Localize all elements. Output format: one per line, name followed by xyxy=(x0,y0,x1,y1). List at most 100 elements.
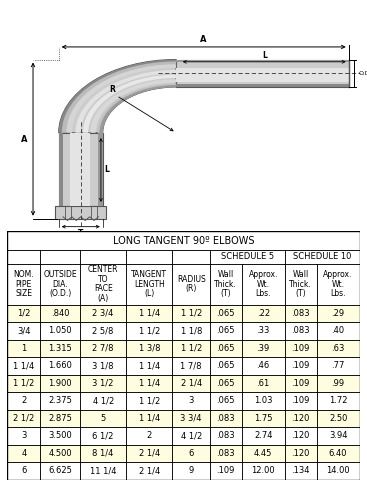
Bar xyxy=(316,410,360,427)
Bar xyxy=(40,375,80,392)
Bar xyxy=(40,322,80,340)
Text: .39: .39 xyxy=(257,344,270,353)
Bar xyxy=(80,462,126,480)
Bar xyxy=(285,392,316,410)
Bar xyxy=(316,392,360,410)
Bar xyxy=(172,410,210,427)
Bar xyxy=(80,444,126,462)
Text: .065: .065 xyxy=(217,396,235,405)
Bar xyxy=(285,357,316,375)
Bar xyxy=(241,305,285,322)
Bar xyxy=(316,305,360,322)
Bar xyxy=(7,340,40,357)
Bar xyxy=(40,410,80,427)
Bar xyxy=(55,206,106,219)
Bar xyxy=(241,410,285,427)
Bar xyxy=(210,305,241,322)
Bar xyxy=(40,357,80,375)
Text: 1.050: 1.050 xyxy=(48,326,72,335)
Text: 2.375: 2.375 xyxy=(48,396,72,405)
Bar xyxy=(210,427,241,444)
Bar xyxy=(172,264,210,305)
Bar xyxy=(40,462,80,480)
Text: 3.500: 3.500 xyxy=(48,431,72,441)
Bar xyxy=(172,322,210,340)
Bar xyxy=(98,133,103,206)
Bar xyxy=(126,410,172,427)
Bar xyxy=(241,357,285,375)
Wedge shape xyxy=(98,84,176,133)
Bar xyxy=(7,392,40,410)
Bar xyxy=(40,250,80,264)
Bar xyxy=(285,427,316,444)
Bar xyxy=(241,375,285,392)
Bar xyxy=(172,357,210,375)
Text: 5: 5 xyxy=(101,414,106,423)
Bar xyxy=(316,444,360,462)
Bar xyxy=(285,444,316,462)
Bar xyxy=(210,250,285,264)
Bar xyxy=(316,444,360,462)
Bar xyxy=(210,305,241,322)
Text: 1.03: 1.03 xyxy=(254,396,272,405)
Bar xyxy=(80,322,126,340)
Text: .40: .40 xyxy=(331,326,345,335)
Bar xyxy=(126,462,172,480)
Bar xyxy=(80,392,126,410)
Text: R: R xyxy=(109,85,115,94)
Bar xyxy=(241,427,285,444)
Bar xyxy=(126,410,172,427)
Bar xyxy=(172,340,210,357)
Bar xyxy=(80,305,126,322)
Bar xyxy=(7,250,40,264)
Bar xyxy=(210,264,241,305)
Text: 2 7/8: 2 7/8 xyxy=(92,344,114,353)
Text: 1 1/2: 1 1/2 xyxy=(139,396,160,405)
Text: OUTSIDE
DIA.
(O.D.): OUTSIDE DIA. (O.D.) xyxy=(43,270,77,298)
Bar xyxy=(241,392,285,410)
Bar xyxy=(241,427,285,444)
Bar xyxy=(40,250,80,264)
Bar xyxy=(7,392,40,410)
Text: 4 1/2: 4 1/2 xyxy=(92,396,114,405)
Bar xyxy=(59,133,63,206)
Bar xyxy=(316,357,360,375)
Text: 2 1/2: 2 1/2 xyxy=(13,414,34,423)
Bar xyxy=(7,340,40,357)
Bar xyxy=(241,375,285,392)
Text: 3: 3 xyxy=(189,396,194,405)
Bar xyxy=(172,305,210,322)
Bar xyxy=(172,462,210,480)
Bar xyxy=(126,305,172,322)
Bar xyxy=(40,444,80,462)
Bar xyxy=(172,392,210,410)
Wedge shape xyxy=(67,65,176,133)
Text: 3 1/8: 3 1/8 xyxy=(92,362,114,370)
Bar xyxy=(40,392,80,410)
Text: TANGENT
LENGTH
(L): TANGENT LENGTH (L) xyxy=(131,270,167,298)
Bar xyxy=(172,410,210,427)
Text: .120: .120 xyxy=(291,414,310,423)
Bar xyxy=(210,322,241,340)
Bar xyxy=(285,264,316,305)
Text: Approx.
Wt.
Lbs.: Approx. Wt. Lbs. xyxy=(248,270,278,298)
Text: 9: 9 xyxy=(189,467,194,475)
Bar xyxy=(316,375,360,392)
Bar xyxy=(126,375,172,392)
Bar xyxy=(316,392,360,410)
Bar xyxy=(210,462,241,480)
Text: 3 3/4: 3 3/4 xyxy=(181,414,202,423)
Bar xyxy=(7,410,40,427)
Bar xyxy=(316,462,360,480)
Bar xyxy=(7,375,40,392)
Bar xyxy=(126,427,172,444)
Text: A: A xyxy=(200,35,207,43)
Text: 1 7/8: 1 7/8 xyxy=(181,362,202,370)
Text: .134: .134 xyxy=(291,467,310,475)
Bar xyxy=(7,375,40,392)
Text: L: L xyxy=(262,51,267,59)
Bar xyxy=(210,375,241,392)
Bar xyxy=(316,340,360,357)
Bar xyxy=(126,250,172,264)
Bar xyxy=(210,264,241,305)
